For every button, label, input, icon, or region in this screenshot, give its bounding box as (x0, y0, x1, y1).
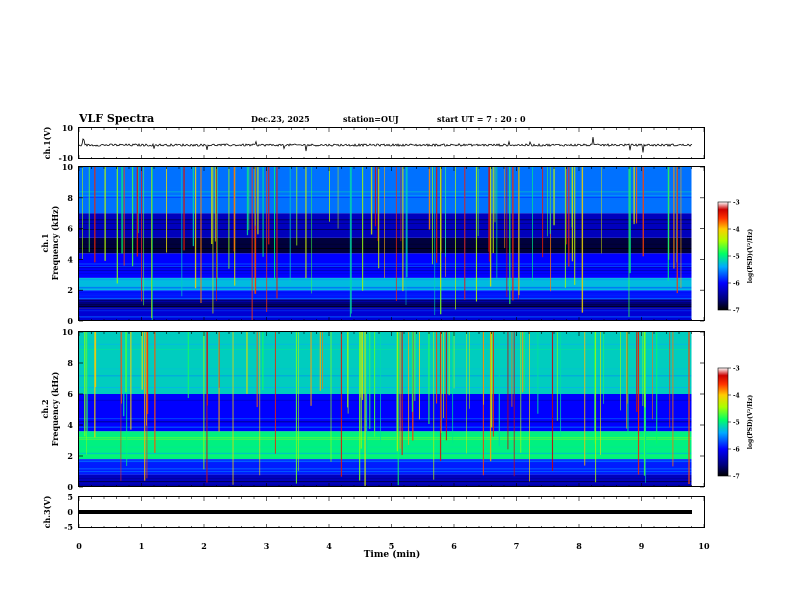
y-tick-label: 2 (67, 451, 73, 461)
colorbar-tick-label: -6 (733, 281, 740, 288)
spectrogram-band (79, 332, 692, 394)
axis-ticks: 0 1 2 3 4 5 6 7 8 9 100246810024681010-1050-5-3-4-… (59, 123, 740, 551)
y-tick-label: 10 (62, 162, 74, 172)
x-axis-label: Time (min) (364, 549, 421, 560)
ch2-colorbar-label: log(PSD)(V²/Hz) (747, 395, 754, 450)
colorbar-tick-label: -5 (733, 254, 740, 261)
ch1-waveform-frame (78, 127, 705, 159)
spectrogram-band (79, 290, 692, 300)
ch1-waveform-line (78, 136, 693, 153)
spectrogram-band (79, 431, 692, 460)
ch1-y-tick-label: 10 (62, 123, 74, 133)
x-tick-label: 6 (451, 541, 457, 551)
colorbar-tick-label: -7 (733, 308, 740, 315)
spectrogram-band (79, 253, 692, 278)
x-tick-label: 5 (389, 541, 395, 551)
colorbar-tick-label: -6 (733, 447, 740, 454)
x-tick-label: 3 (264, 541, 270, 551)
colorbar-tick-label: -4 (733, 227, 740, 234)
x-tick-label: 2 (201, 541, 207, 551)
y-tick-label: 0 (67, 316, 73, 326)
ch1-colorbar-label: log(PSD)(V²/Hz) (747, 229, 754, 284)
spectrogram-band (79, 394, 692, 432)
x-tick-label: 1 (139, 541, 145, 551)
spectrogram-band (79, 299, 692, 309)
x-tick-label: 8 (576, 541, 582, 551)
spectrogram-band (79, 237, 692, 254)
y-tick-label: 6 (67, 224, 73, 234)
ch1-spectrogram (79, 167, 704, 321)
y-tick-label: 8 (67, 358, 73, 368)
ch3-y-tick-label: -5 (64, 522, 73, 532)
x-tick-label: 4 (326, 541, 332, 551)
spectrogram-band (79, 308, 692, 321)
spectrogram-band (79, 474, 692, 487)
spectrogram-band (79, 213, 692, 238)
ch3-y-tick-label: 5 (67, 492, 73, 502)
colorbar-tick-label: -4 (733, 393, 740, 400)
ch2-spec-ylabel-a: ch.2 (40, 399, 50, 418)
x-tick-label: 9 (639, 541, 645, 551)
y-tick-label: 4 (67, 420, 73, 430)
y-tick-label: 2 (67, 285, 73, 295)
ch3-y-tick-label: 0 (67, 507, 73, 517)
ch1-spec-ylabel-b: Frequency (kHz) (50, 205, 60, 280)
x-tick-label: 0 (76, 541, 82, 551)
ch3-ylabel: ch.3(V) (42, 495, 52, 528)
y-tick-label: 8 (67, 193, 73, 203)
colorbar-tick-label: -3 (733, 366, 740, 373)
x-tick-label: 7 (514, 541, 520, 551)
date-label: Dec.23, 2025 (251, 114, 310, 124)
y-tick-label: 10 (62, 327, 74, 337)
y-tick-label: 4 (67, 254, 73, 264)
spectrogram-band (79, 167, 692, 214)
ch1-y-tick-label: -10 (59, 153, 74, 163)
spectrogram-band (79, 459, 692, 475)
colorbar-tick-label: -5 (733, 420, 740, 427)
start-time-label: start UT = 7 : 20 : 0 (437, 114, 526, 124)
chart-title: VLF Spectra (79, 112, 155, 125)
x-tick-label: 10 (698, 541, 710, 551)
y-tick-label: 0 (67, 482, 73, 492)
station-label: station=OUJ (343, 114, 399, 124)
ch2-spectrogram (79, 332, 704, 487)
colorbar-tick-label: -7 (733, 474, 740, 481)
ch2-spec-ylabel-b: Frequency (kHz) (50, 371, 60, 446)
colorbar-tick-label: -3 (733, 200, 740, 207)
ch2-colorbar (717, 367, 729, 477)
ch1-colorbar (717, 201, 729, 311)
y-tick-label: 6 (67, 389, 73, 399)
ch1-ylabel: ch.1(V) (42, 126, 52, 159)
ch1-spec-ylabel-a: ch.1 (40, 233, 50, 252)
